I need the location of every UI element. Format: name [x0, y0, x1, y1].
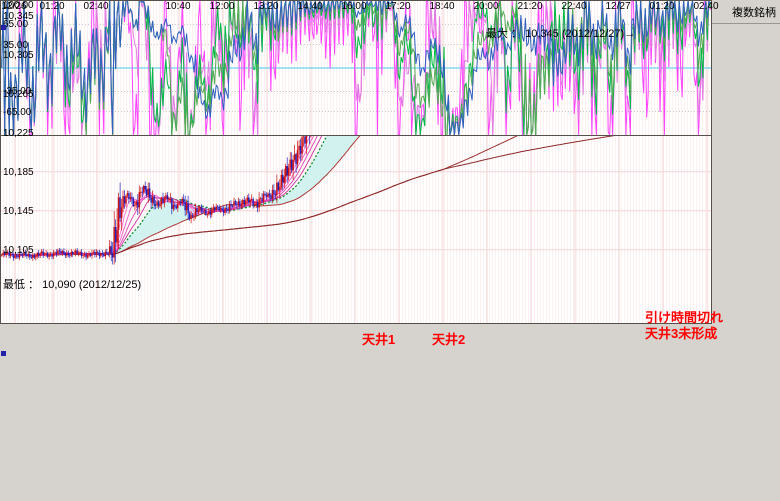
- multi-symbol-button[interactable]: 複数銘柄: [732, 6, 776, 19]
- price-axis-label: 10,185: [3, 167, 34, 178]
- price-axis-label: 10,105: [3, 245, 34, 256]
- price-axis-label: 10,145: [3, 206, 34, 217]
- time-axis-label: 10:40: [165, 1, 191, 12]
- session-end-line2: 天井3未形成: [645, 326, 718, 341]
- session-end-annotation: 引け時間切れ 天井3未形成: [645, 310, 723, 342]
- time-axis-label: 20:00: [473, 1, 499, 12]
- time-axis-label: 01:20: [649, 1, 675, 12]
- price-axis: 10,345 10,305 10,265 10,225 10,185 10,145 10,1…: [0, 0, 67, 326]
- oscillator-axis-label: 35.00: [3, 40, 29, 51]
- min-price-annotation: 最低 ： 10,090 (2012/12/25): [3, 279, 142, 291]
- ceiling2-annotation: 天井2: [432, 332, 466, 347]
- time-axis-label: 01:20: [39, 1, 65, 12]
- oscillator-panel[interactable]: [0, 0, 712, 136]
- time-axis: 12/26 01:20 02:40 10:40 12:00 13:20 14:40 16:00…: [0, 0, 780, 14]
- panel-marker: [1, 351, 6, 356]
- panel-marker: [1, 25, 6, 30]
- price-axis-label: 10,265: [3, 89, 34, 100]
- time-axis-label: 17:20: [385, 1, 411, 12]
- ceiling1-annotation: 天井1: [362, 332, 396, 347]
- time-axis-label: 02:40: [83, 1, 109, 12]
- time-axis-label: 12/26: [1, 1, 27, 12]
- max-price-annotation: 最大 ： 10,345 (2012/12/27)→: [486, 28, 636, 40]
- time-axis-label: 18:40: [429, 1, 455, 12]
- price-axis-label: 10,305: [3, 50, 34, 61]
- time-axis-label: 12:00: [209, 1, 235, 12]
- oscillator-axis-label: -65.00: [3, 107, 32, 118]
- time-axis-label: 13:20: [253, 1, 279, 12]
- time-axis-label: 21:20: [517, 1, 543, 12]
- time-axis-label: 12/27: [605, 1, 631, 12]
- oscillator-axis-label: 100.00: [3, 0, 34, 11]
- price-axis-label: 10,345: [3, 11, 34, 22]
- oscillator-axis-label: 65.00: [3, 19, 29, 30]
- price-axis-label: 10,225: [3, 128, 34, 139]
- time-axis-label: 16:00: [341, 1, 367, 12]
- oscillator-axis: 100.00 65.00 35.00 -35.00 -65.00: [0, 0, 67, 136]
- time-axis-label: 02:40: [693, 1, 719, 12]
- time-axis-label: 14:40: [297, 1, 323, 12]
- time-axis-label: 22:40: [561, 1, 587, 12]
- session-end-line1: 引け時間切れ: [645, 310, 724, 325]
- oscillator-axis-label: -35.00: [3, 86, 32, 97]
- oscillator-svg: [1, 1, 711, 135]
